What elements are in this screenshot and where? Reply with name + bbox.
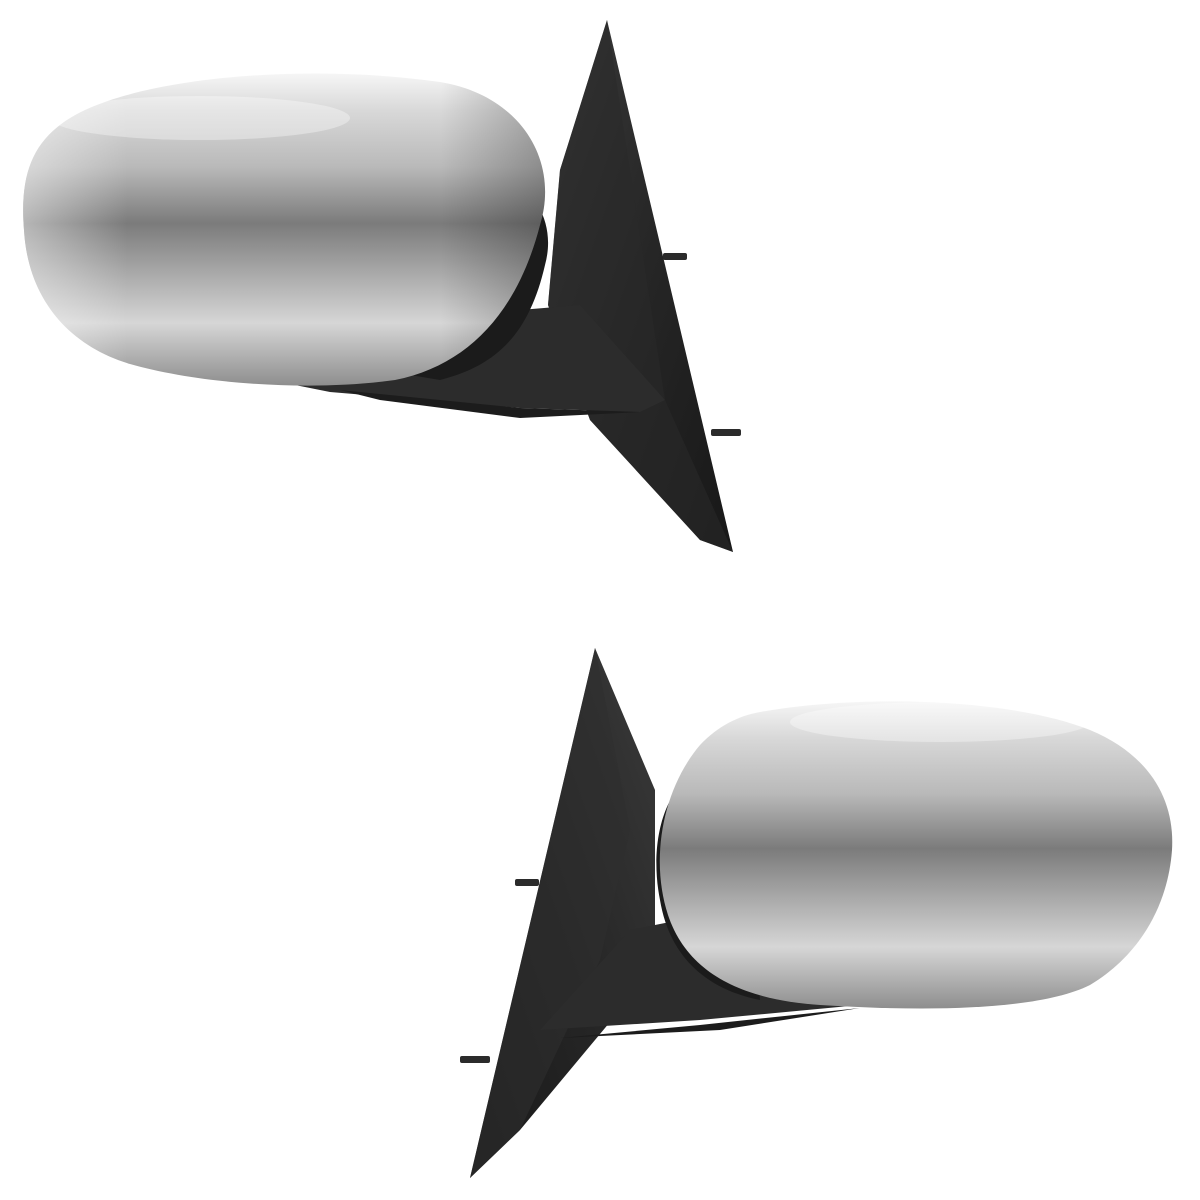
mounting-stud [460, 879, 539, 1063]
mirror-mount-face [470, 648, 630, 1178]
passenger-side-mirror [460, 648, 1173, 1178]
chrome-highlight [50, 96, 350, 140]
chrome-mirror-housing [659, 701, 1173, 1009]
mirror-mount-face [548, 20, 733, 552]
mounting-stud [663, 253, 741, 436]
driver-side-mirror [23, 20, 741, 552]
chrome-highlight [790, 702, 1090, 742]
chrome-housing-sheen [23, 73, 546, 386]
mirror-arm-bottom [340, 390, 640, 418]
